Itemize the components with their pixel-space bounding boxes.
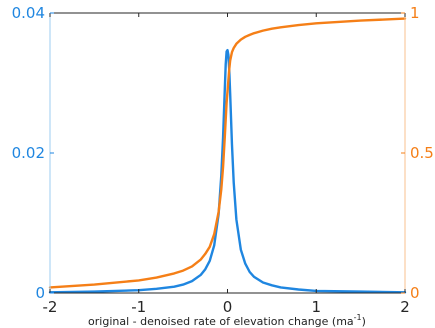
x-tick-label: -1 [131, 298, 146, 316]
x-axis-label: original - denoised rate of elevation ch… [88, 313, 366, 328]
x-axis-label-superscript: -1 [354, 313, 362, 322]
left-y-tick-label: 0 [35, 284, 45, 302]
x-tick-label: 2 [400, 298, 410, 316]
x-axis-label-suffix: ) [362, 315, 366, 328]
x-tick-label: 1 [311, 298, 321, 316]
series-layer [48, 17, 407, 294]
right-y-tick-label: 1 [410, 4, 420, 22]
left-y-tick-label: 0.02 [12, 144, 45, 162]
x-tick-label: 0 [223, 298, 233, 316]
x-axis-label-main: original - denoised rate of elevation ch… [88, 315, 354, 328]
series-line-left-axis [48, 48, 407, 294]
series-line-right-axis [48, 17, 407, 289]
left-y-tick-label: 0.04 [12, 4, 45, 22]
right-y-tick-label: 0.5 [410, 144, 434, 162]
x-tick-label: -2 [43, 298, 58, 316]
right-y-tick-label: 0 [410, 284, 420, 302]
